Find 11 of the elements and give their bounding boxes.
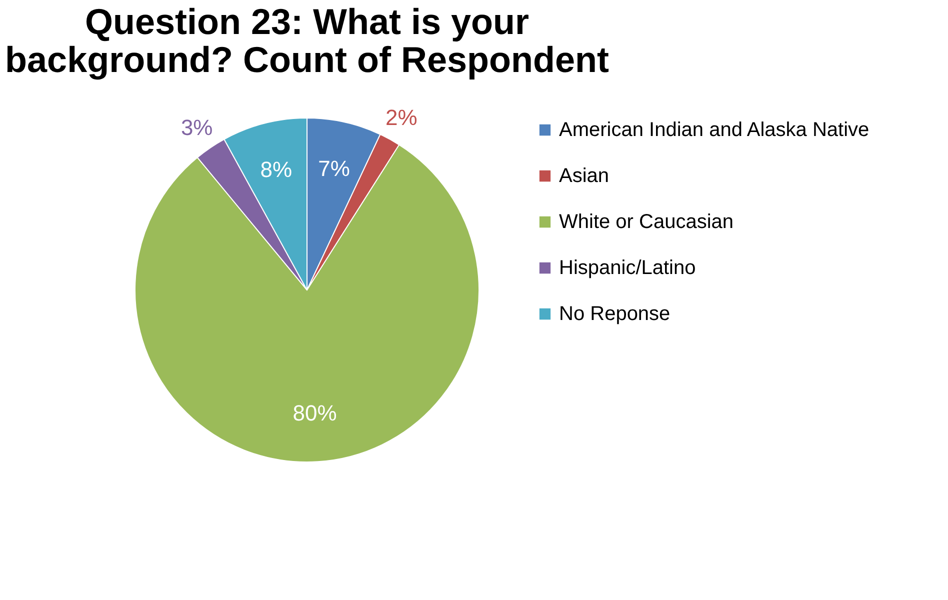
data-label: 7% xyxy=(318,156,350,182)
data-label: 80% xyxy=(292,400,337,426)
data-label: 2% xyxy=(386,105,418,130)
data-label: 8% xyxy=(260,157,292,182)
data-label: 3% xyxy=(180,114,213,140)
legend-label: No Reponse xyxy=(559,303,670,325)
legend-label: American Indian and Alaska Native xyxy=(559,119,870,141)
legend-label: White or Caucasian xyxy=(559,211,734,233)
legend-label: Asian xyxy=(559,165,610,187)
chart-title: Question 23: What is your background? Count of Respondent xyxy=(5,1,609,80)
legend-label: Hispanic/Latino xyxy=(559,257,696,279)
